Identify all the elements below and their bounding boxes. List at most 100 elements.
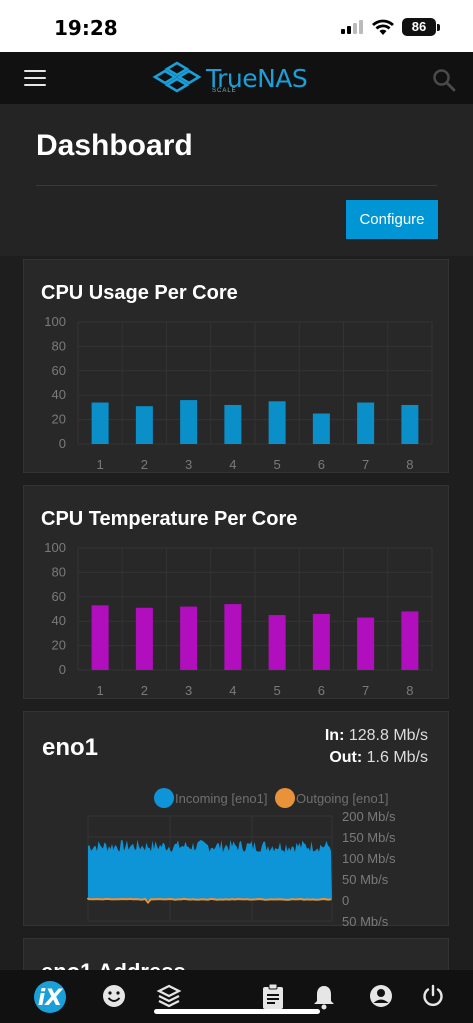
x-tick-label: 1 xyxy=(97,683,104,696)
header-divider xyxy=(36,185,437,186)
x-tick-label: 5 xyxy=(274,457,281,470)
x-tick-label: 2 xyxy=(141,683,148,696)
bar xyxy=(357,617,375,670)
incoming-rate: In: 128.8 Mb/s xyxy=(325,727,428,745)
truenas-mark-icon xyxy=(152,61,202,93)
clock: 19:28 xyxy=(54,16,118,40)
bar xyxy=(312,613,330,670)
y-tick-label: 20 xyxy=(52,412,66,427)
card-title: CPU Usage Per Core xyxy=(41,282,238,304)
outgoing-rate: Out: 1.6 Mb/s xyxy=(329,749,428,767)
y-tick-label: 100 xyxy=(44,314,66,329)
cpu-usage-card: CPU Usage Per Core 100 80 60 40 20 0 1 2 3 4 5 6 7 8 xyxy=(23,259,449,473)
out-label: Out: xyxy=(329,749,363,766)
in-label: In: xyxy=(324,727,345,744)
y-tick-label: 0 xyxy=(59,662,66,677)
network-interface-card: eno1 In: 128.8 Mb/s Out: 1.6 Mb/s Incomi… xyxy=(23,711,449,926)
home-indicator xyxy=(154,1009,320,1014)
y-tick-label: 150 Mb/s xyxy=(342,830,396,845)
bar xyxy=(268,615,286,670)
configure-button[interactable]: Configure xyxy=(346,200,438,239)
x-tick-label: 1 xyxy=(97,457,104,470)
bottom-navigation: iX xyxy=(0,970,473,1023)
account-icon[interactable] xyxy=(369,984,393,1008)
bar xyxy=(135,607,153,670)
x-tick-label: 8 xyxy=(406,457,413,470)
bar xyxy=(224,404,242,444)
x-tick-label: 6 xyxy=(318,457,325,470)
bar xyxy=(224,604,242,670)
smiley-icon[interactable] xyxy=(102,984,126,1008)
x-tick-label: 2 xyxy=(141,457,148,470)
bar xyxy=(401,404,419,444)
legend-outgoing-swatch[interactable] xyxy=(275,788,295,808)
edition-label: SCALE xyxy=(212,88,237,94)
y-tick-label: 40 xyxy=(52,613,66,628)
status-bar: 19:28 86 xyxy=(0,0,473,52)
x-tick-label: 6 xyxy=(318,683,325,696)
x-tick-label: 4 xyxy=(229,457,236,470)
legend-incoming-swatch[interactable] xyxy=(154,788,174,808)
y-tick-label: 100 Mb/s xyxy=(342,851,396,866)
brand-name: TrueNAS xyxy=(206,64,308,93)
incoming-area xyxy=(88,839,332,900)
bar xyxy=(268,401,286,444)
outgoing-line xyxy=(87,897,332,905)
y-tick-label: 50 Mb/s xyxy=(342,872,389,887)
bell-icon[interactable] xyxy=(313,984,335,1010)
bar xyxy=(357,402,375,444)
cellular-signal-icon xyxy=(341,20,363,34)
page-title: Dashboard xyxy=(36,129,193,162)
interface-address-card: eno1 Address xyxy=(23,938,449,970)
wifi-icon xyxy=(372,19,394,35)
battery-cap xyxy=(437,24,440,31)
y-tick-label: 40 xyxy=(52,387,66,402)
card-title: CPU Temperature Per Core xyxy=(41,508,298,530)
svg-text:iX: iX xyxy=(38,986,64,1011)
y-tick-label: 20 xyxy=(52,638,66,653)
x-tick-label: 7 xyxy=(362,683,369,696)
y-tick-label: 0 xyxy=(342,893,349,908)
legend-incoming[interactable]: Incoming [eno1] xyxy=(175,791,268,806)
y-tick-label: 200 Mb/s xyxy=(342,809,396,824)
y-tick-label: 80 xyxy=(52,338,66,353)
bar xyxy=(180,400,198,444)
cpu-usage-chart: 100 80 60 40 20 0 1 2 3 4 5 6 7 8 xyxy=(44,314,433,470)
out-value: 1.6 Mb/s xyxy=(366,749,428,766)
page-header: Dashboard Configure xyxy=(0,104,473,256)
legend-outgoing[interactable]: Outgoing [eno1] xyxy=(296,791,389,806)
y-tick-label: 60 xyxy=(52,589,66,604)
interface-name: eno1 xyxy=(42,734,99,761)
battery-level: 86 xyxy=(402,18,436,36)
x-tick-label: 8 xyxy=(406,683,413,696)
power-icon[interactable] xyxy=(421,984,445,1008)
bar xyxy=(180,606,198,670)
apps-stack-icon[interactable] xyxy=(156,984,182,1010)
cpu-temperature-chart: 100 80 60 40 20 0 1 2 3 4 5 6 7 8 xyxy=(44,540,433,696)
ix-logo-icon[interactable]: iX xyxy=(31,980,69,1014)
y-tick-label: 0 xyxy=(59,436,66,451)
x-tick-label: 5 xyxy=(274,683,281,696)
clipboard-icon[interactable] xyxy=(262,984,284,1010)
in-value: 128.8 Mb/s xyxy=(348,727,428,744)
y-tick-label: 50 Mb/s xyxy=(342,914,389,926)
x-tick-label: 4 xyxy=(229,683,236,696)
top-app-bar: TrueNAS SCALE xyxy=(0,52,473,104)
bar xyxy=(401,611,419,670)
bar xyxy=(135,406,153,444)
bar xyxy=(91,605,109,670)
y-tick-label: 60 xyxy=(52,363,66,378)
cpu-temperature-card: CPU Temperature Per Core 100 80 60 40 20 0 1 2 3… xyxy=(23,485,449,699)
y-tick-label: 100 xyxy=(44,540,66,555)
x-tick-label: 3 xyxy=(185,683,192,696)
network-traffic-chart: Incoming [eno1] Outgoing [eno1] 200 Mb/s… xyxy=(87,788,396,926)
card-title: eno1 Address xyxy=(41,959,186,970)
bar xyxy=(91,402,109,444)
bar xyxy=(312,413,330,444)
x-tick-label: 7 xyxy=(362,457,369,470)
menu-icon[interactable] xyxy=(24,70,46,86)
dashboard-content: Dashboard Configure CPU Usage Per Core 1… xyxy=(0,104,473,970)
y-tick-label: 80 xyxy=(52,564,66,579)
search-icon[interactable] xyxy=(432,68,456,92)
x-tick-label: 3 xyxy=(185,457,192,470)
